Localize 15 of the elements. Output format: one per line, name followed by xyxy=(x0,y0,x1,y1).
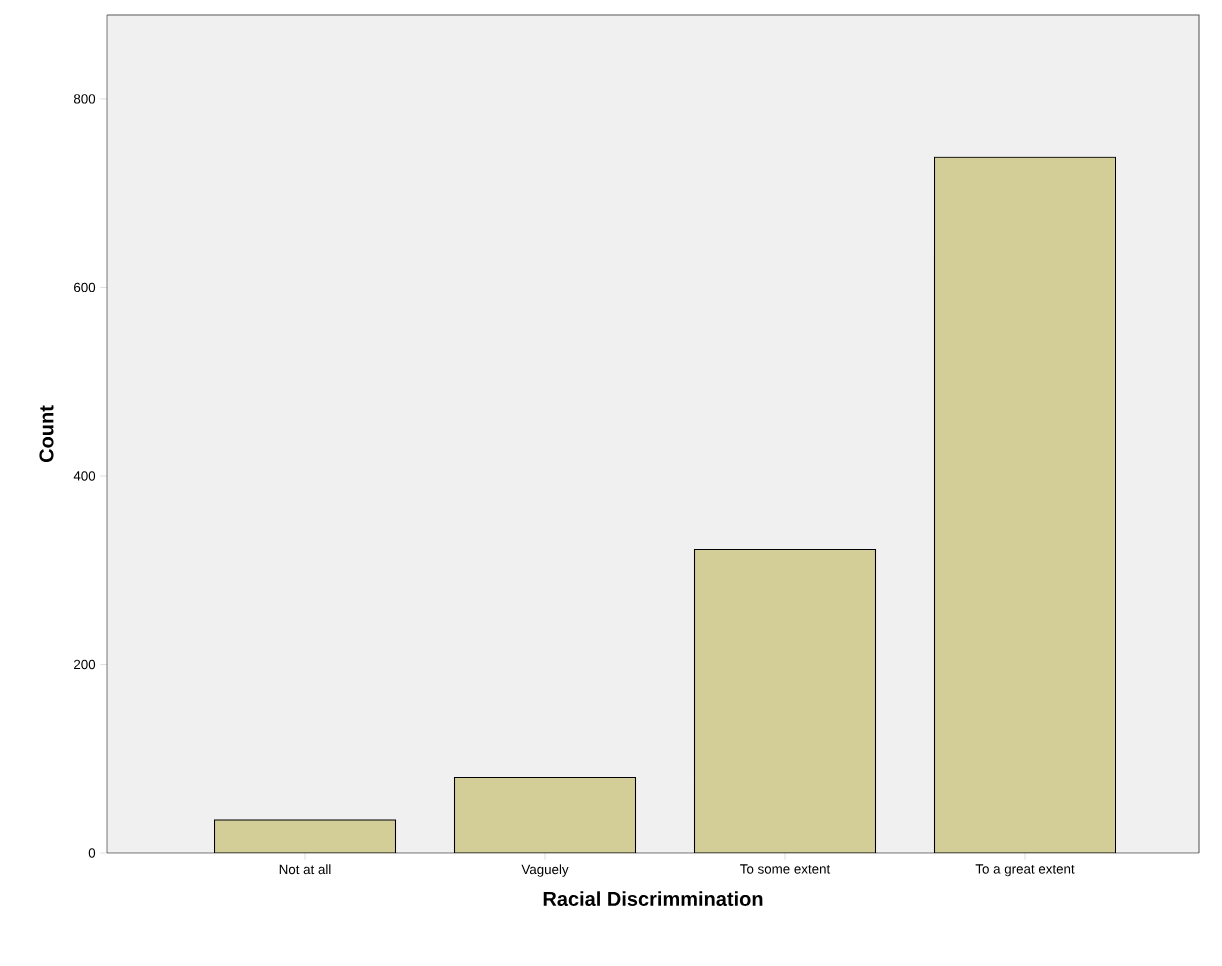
y-tick-label: 400 xyxy=(73,471,96,481)
y-tick-label: 0 xyxy=(88,848,96,858)
bar xyxy=(213,819,397,853)
x-tick-label: To a great extent xyxy=(975,864,1075,877)
x-tick-label: To some extent xyxy=(740,864,831,874)
y-tick-label: 600 xyxy=(74,282,96,293)
bar xyxy=(933,156,1117,853)
y-tick-label: 800 xyxy=(73,94,96,104)
bar xyxy=(453,777,637,853)
bar xyxy=(693,548,877,853)
y-tick-label: 200 xyxy=(74,659,96,670)
x-axis-title: Racial Discrimmination xyxy=(543,891,763,906)
x-tick-label: Not at all xyxy=(279,864,331,875)
y-axis-title: Count xyxy=(39,405,54,463)
x-tick-label: Vaguely xyxy=(521,864,569,877)
